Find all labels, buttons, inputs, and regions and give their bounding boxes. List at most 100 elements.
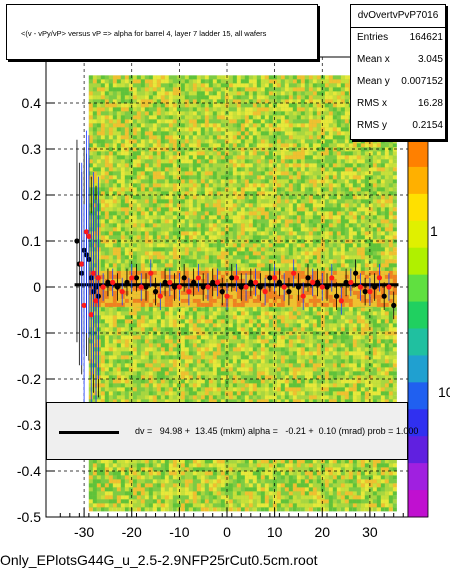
density-cell (188, 143, 193, 148)
density-cell (176, 467, 181, 472)
density-cell (216, 479, 221, 484)
density-cell (124, 87, 129, 92)
density-cell (148, 327, 153, 332)
density-cell (104, 483, 109, 488)
density-cell (196, 351, 201, 356)
density-cell (256, 211, 261, 216)
density-cell (244, 319, 249, 324)
density-cell (168, 507, 173, 512)
density-cell (164, 503, 169, 508)
density-cell (252, 87, 257, 92)
density-cell (128, 223, 133, 228)
density-cell (196, 235, 201, 240)
density-cell (136, 127, 141, 132)
density-cell (216, 459, 221, 464)
density-cell (148, 235, 153, 240)
density-cell (172, 479, 177, 484)
density-cell (192, 91, 197, 96)
density-cell (188, 171, 193, 176)
density-cell (212, 115, 217, 120)
density-cell (192, 223, 197, 228)
density-cell (200, 211, 205, 216)
density-cell (200, 155, 205, 160)
density-cell (188, 371, 193, 376)
density-cell (140, 503, 145, 508)
density-cell (256, 119, 261, 124)
density-cell (256, 499, 261, 504)
density-cell (124, 111, 129, 116)
density-cell (204, 479, 209, 484)
density-cell (220, 259, 225, 264)
density-cell (88, 159, 93, 164)
density-cell (172, 231, 177, 236)
density-cell (124, 91, 129, 96)
density-cell (260, 195, 265, 200)
density-cell (268, 367, 273, 372)
density-cell (184, 351, 189, 356)
density-cell (248, 323, 253, 328)
density-cell (184, 327, 189, 332)
density-cell (236, 483, 241, 488)
density-cell (212, 307, 217, 312)
density-cell (232, 331, 237, 336)
density-cell (204, 499, 209, 504)
density-cell (124, 179, 129, 184)
density-cell (184, 503, 189, 508)
density-cell (156, 387, 161, 392)
density-cell (168, 155, 173, 160)
density-cell (116, 87, 121, 92)
density-cell (240, 155, 245, 160)
density-cell (264, 463, 269, 468)
density-cell (240, 395, 245, 400)
density-cell (172, 319, 177, 324)
density-cell (148, 199, 153, 204)
density-cell (184, 131, 189, 136)
density-cell (196, 219, 201, 224)
density-cell (220, 263, 225, 268)
density-cell (140, 375, 145, 380)
density-cell (180, 351, 185, 356)
density-cell (156, 247, 161, 252)
density-cell (248, 199, 253, 204)
density-cell (256, 459, 261, 464)
density-cell (148, 391, 153, 396)
density-cell (232, 355, 237, 360)
density-cell (96, 399, 101, 404)
density-cell (216, 359, 221, 364)
density-cell (244, 87, 249, 92)
density-cell (132, 351, 137, 356)
density-cell (176, 83, 181, 88)
density-cell (248, 163, 253, 168)
density-cell (240, 219, 245, 224)
density-cell (140, 151, 145, 156)
density-cell (188, 331, 193, 336)
density-cell (260, 359, 265, 364)
density-cell (96, 395, 101, 400)
density-cell (192, 219, 197, 224)
density-cell (212, 351, 217, 356)
density-cell (256, 195, 261, 200)
density-cell (172, 167, 177, 172)
density-cell (168, 127, 173, 132)
density-cell (128, 127, 133, 132)
density-cell (104, 487, 109, 492)
density-cell (148, 119, 153, 124)
density-cell (108, 247, 113, 252)
density-cell (200, 483, 205, 488)
density-cell (112, 187, 117, 192)
density-cell (148, 151, 153, 156)
density-cell (128, 131, 133, 136)
density-cell (268, 331, 273, 336)
density-cell (100, 347, 105, 352)
density-cell (140, 183, 145, 188)
density-cell (136, 259, 141, 264)
density-cell (248, 139, 253, 144)
density-cell (156, 175, 161, 180)
density-cell (104, 371, 109, 376)
density-cell (156, 123, 161, 128)
density-cell (184, 119, 189, 124)
density-cell (172, 503, 177, 508)
density-cell (200, 367, 205, 372)
density-cell (184, 175, 189, 180)
density-cell (220, 243, 225, 248)
